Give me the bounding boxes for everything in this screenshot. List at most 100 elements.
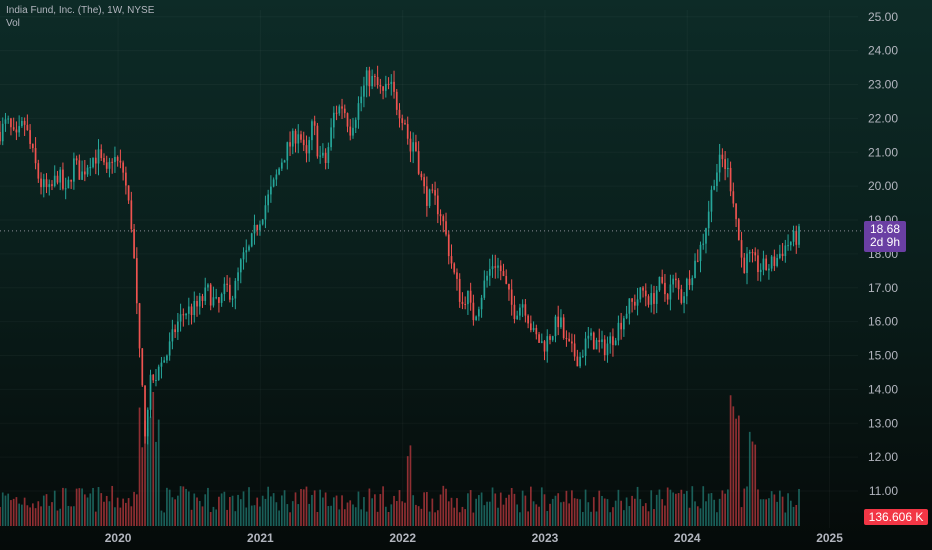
candle-body [190,306,193,316]
volume-bar [491,487,494,526]
volume-bar [125,502,127,526]
candle-body [368,70,371,87]
candle-body [795,230,798,245]
volume-bar [529,486,532,526]
volume-bar [335,495,338,526]
candle-body [376,77,379,86]
candle-body [439,214,442,217]
volume-bar [579,499,581,526]
candle-body [275,174,278,180]
time-tick-label: 2020 [105,531,132,545]
candle-body [141,348,144,386]
price-tick-label: 25.00 [868,10,898,24]
volume-bar [354,507,357,526]
candle-body [497,265,499,268]
volume-bar [625,497,628,526]
candle-body [590,332,592,336]
price-tick-label: 12.00 [868,450,898,464]
candle-body [207,284,209,288]
candle-body [614,340,617,346]
candle-body [631,298,633,302]
volume-bar [10,500,12,526]
price-tick-label: 14.00 [868,382,898,396]
candle-body [488,269,491,276]
volume-bar [639,499,642,526]
volume-bar [527,511,529,526]
candle-body [239,259,242,273]
volume-bar [653,509,655,526]
candle-body [505,276,508,284]
volume-bar [4,495,7,526]
volume-bar [256,497,259,526]
volume-bar [614,500,617,526]
volume-bar [371,498,373,526]
candle-body [617,322,620,341]
candle-body [759,269,762,273]
volume-bar [677,493,680,526]
candle-body [707,211,710,229]
candle-body [286,142,289,161]
volume-bar [300,488,302,526]
candle-body [174,329,176,333]
volume-bar [105,495,108,526]
candle-body [250,233,253,247]
candle-body [699,244,702,262]
candle-body [111,161,114,163]
candle-body [417,151,420,174]
volume-bar [623,510,625,526]
volume-bar [592,497,595,526]
candle-body [467,290,469,305]
candle-body [486,275,488,281]
volume-bar [384,506,387,526]
volume-label: Vol [6,18,20,29]
volume-bar [469,490,472,526]
volume-bar [209,512,212,526]
candle-body [521,304,524,308]
candle-body [168,341,171,356]
volume-bar [42,495,45,526]
volume-bar [710,493,713,526]
candle-body [669,284,672,300]
candle-body [242,252,245,260]
volume-bar [428,511,431,526]
candle-body [152,374,155,381]
volume-bar [642,506,644,526]
volume-bar [707,493,710,526]
volume-bar [346,502,349,526]
volume-bar [286,504,289,526]
candle-body [346,113,349,127]
volume-bar [37,501,40,526]
volume-bar [264,498,267,526]
candle-body [675,278,677,281]
volume-bar [737,415,740,526]
candle-body [300,134,302,140]
volume-bar [223,491,226,526]
candle-body [696,260,699,262]
candle-body [562,317,565,338]
volume-bar [431,498,434,526]
candle-body [160,362,163,367]
volume-bar [83,494,86,526]
time-tick-label: 2025 [816,531,843,545]
candle-body [513,304,516,320]
volume-bar [360,509,363,526]
volume-bar [86,497,89,526]
candle-body [415,142,417,152]
candle-body [716,172,718,186]
candle-body [237,272,239,281]
volume-bar [543,494,546,526]
volume-bar [581,511,584,526]
candle-body [691,277,694,286]
candle-body [34,148,37,164]
candle-body [146,409,149,437]
time-axis[interactable]: 2020 2021 2022 2023 2024 2025 [105,531,843,545]
volume-bar [789,500,792,526]
candle-body [519,307,521,316]
price-axis[interactable]: 11.0012.0013.0014.0015.0016.0017.0018.00… [868,10,898,498]
volume-bar [319,489,321,526]
candle-body [83,171,86,175]
volume-bar [675,493,677,526]
volume-bar [442,485,445,526]
